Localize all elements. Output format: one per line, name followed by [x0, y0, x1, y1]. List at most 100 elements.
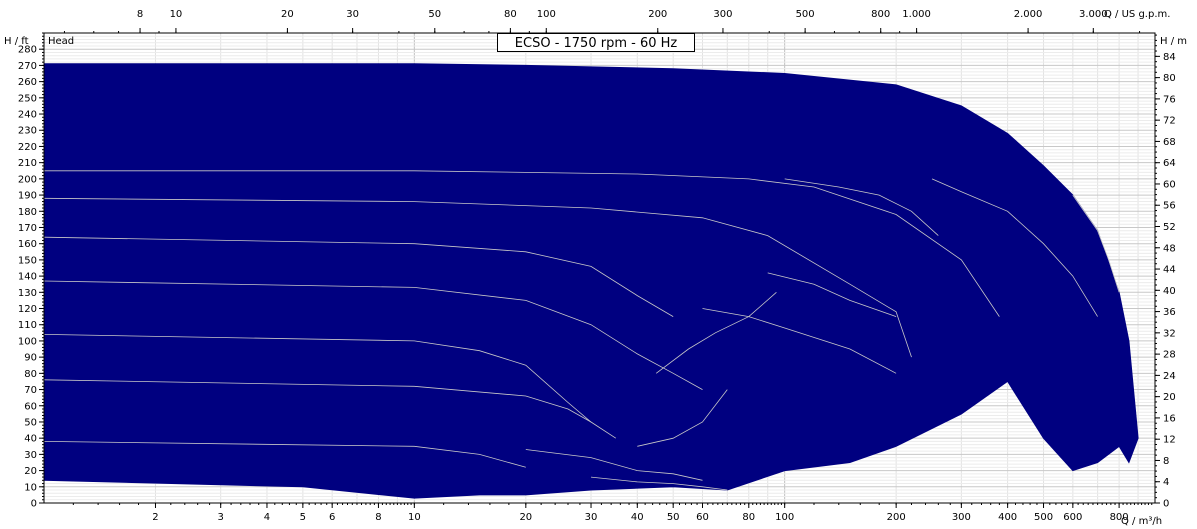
y-left-tick-label: 190: [18, 191, 37, 202]
curve-line: [702, 308, 897, 374]
x-bottom-tick-label: 3: [218, 512, 224, 523]
x-top-tick-label: 8: [137, 9, 143, 20]
y-left-tick-label: 230: [18, 126, 37, 137]
y-right-tick-label: 72: [1163, 116, 1176, 127]
x-bottom-tick-label: 10: [408, 512, 421, 523]
x-bottom-tick-label: 50: [667, 512, 680, 523]
y-right-tick-label: 12: [1163, 435, 1176, 446]
x-bottom-tick-label: 4: [264, 512, 270, 523]
y-left-tick-label: 240: [18, 110, 37, 121]
curve-line: [43, 197, 912, 358]
curve-line: [637, 389, 728, 447]
y-left-tick-label: 0: [31, 499, 37, 510]
x-top-tick-label: 3.000: [1079, 9, 1108, 20]
y-left-tick-label: 20: [24, 466, 37, 477]
x-top-tick-label: 2.000: [1014, 9, 1043, 20]
y-left-tick-label: 40: [24, 434, 37, 445]
curve-line: [655, 291, 777, 374]
curve-line: [931, 178, 1098, 317]
x-bottom-tick-label: 6: [329, 512, 335, 523]
y-left-tick-label: 210: [18, 158, 37, 169]
x-bottom-tick-label: 300: [952, 512, 971, 523]
performance-envelope: [43, 63, 1139, 499]
curve-line: [43, 441, 526, 468]
curve-line: [767, 272, 897, 317]
y-right-tick-label: 64: [1163, 158, 1176, 169]
y-left-tick-label: 30: [24, 450, 37, 461]
curve-line: [44, 170, 1000, 317]
x-top-tick-label: 300: [713, 9, 732, 20]
axes-layer: 2 3 4 5 6 8 10 20 30 40 50 60 80 100 200 300 400 500 600 80…: [18, 9, 1176, 523]
y-left-tick-label: 280: [18, 45, 37, 56]
y-series-label: Head: [48, 36, 74, 47]
y-left-tick-label: 130: [18, 288, 37, 299]
curve-line: [590, 476, 728, 491]
y-left-tick-label: 220: [18, 142, 37, 153]
curve-line: [525, 449, 703, 481]
x-bottom-tick-label: 8: [375, 512, 381, 523]
y-right-tick-label: 56: [1163, 201, 1176, 212]
y-right-tick-label: 80: [1163, 73, 1176, 84]
x-top-tick-label: 80: [504, 9, 517, 20]
y-right-tick-label: 0: [1163, 499, 1169, 510]
x-top-tick-label: 10: [170, 9, 183, 20]
y-left-tick-label: 100: [18, 336, 37, 347]
y-left-tick-label: 70: [24, 385, 37, 396]
x-top-unit-label: Q / US g.p.m.: [1104, 9, 1170, 20]
y-left-tick-label: 250: [18, 93, 37, 104]
x-bottom-tick-label: 600: [1063, 512, 1082, 523]
y-left-tick-label: 170: [18, 223, 37, 234]
x-bottom-tick-label: 400: [998, 512, 1017, 523]
x-top-tick-label: 100: [537, 9, 556, 20]
y-right-unit-label: H / m: [1160, 36, 1187, 47]
y-left-tick-label: 180: [18, 207, 37, 218]
x-bottom-tick-label: 800: [1110, 512, 1129, 523]
y-left-tick-label: 80: [24, 369, 37, 380]
y-left-tick-label: 260: [18, 77, 37, 88]
y-right-tick-label: 60: [1163, 179, 1176, 190]
y-left-tick-label: 160: [18, 239, 37, 250]
curve-line: [1072, 194, 1120, 293]
y-right-tick-label: 36: [1163, 307, 1176, 318]
y-right-tick-label: 40: [1163, 286, 1176, 297]
curve-line: [43, 379, 592, 423]
x-top-tick-label: 500: [796, 9, 815, 20]
curve-line: [43, 280, 703, 390]
x-bottom-tick-label: 60: [696, 512, 709, 523]
x-top-tick-label: 20: [281, 9, 294, 20]
y-left-tick-label: 110: [18, 320, 37, 331]
chart-title: ECSO - 1750 rpm - 60 Hz: [497, 33, 695, 52]
y-left-tick-label: 140: [18, 272, 37, 283]
y-right-tick-label: 20: [1163, 392, 1176, 403]
y-right-tick-label: 52: [1163, 222, 1176, 233]
x-bottom-tick-label: 40: [631, 512, 644, 523]
y-left-tick-label: 270: [18, 61, 37, 72]
x-top-tick-label: 50: [428, 9, 441, 20]
x-bottom-tick-label: 200: [887, 512, 906, 523]
x-bottom-tick-label: 2: [152, 512, 158, 523]
x-bottom-tick-label: 20: [519, 512, 532, 523]
y-left-tick-label: 50: [24, 417, 37, 428]
x-top-tick-label: 200: [648, 9, 667, 20]
x-top-tick-label: 800: [871, 9, 890, 20]
x-bottom-tick-label: 100: [775, 512, 794, 523]
y-right-tick-label: 8: [1163, 456, 1169, 467]
y-right-tick-label: 16: [1163, 413, 1176, 424]
y-right-tick-label: 32: [1163, 328, 1176, 339]
y-right-tick-label: 44: [1163, 265, 1176, 276]
area-layer: [43, 63, 1139, 499]
y-right-tick-label: 28: [1163, 350, 1176, 361]
x-bottom-unit-label: Q / m³/h: [1121, 516, 1162, 527]
x-bottom-tick-label: 5: [300, 512, 306, 523]
y-left-tick-label: 90: [24, 353, 37, 364]
y-right-tick-label: 24: [1163, 371, 1176, 382]
y-left-tick-label: 150: [18, 255, 37, 266]
y-right-tick-label: 4: [1163, 477, 1169, 488]
y-left-tick-label: 200: [18, 174, 37, 185]
y-right-tick-label: 76: [1163, 94, 1176, 105]
x-bottom-tick-label: 30: [585, 512, 598, 523]
x-top-tick-label: 1.000: [902, 9, 931, 20]
y-left-tick-label: 60: [24, 401, 37, 412]
